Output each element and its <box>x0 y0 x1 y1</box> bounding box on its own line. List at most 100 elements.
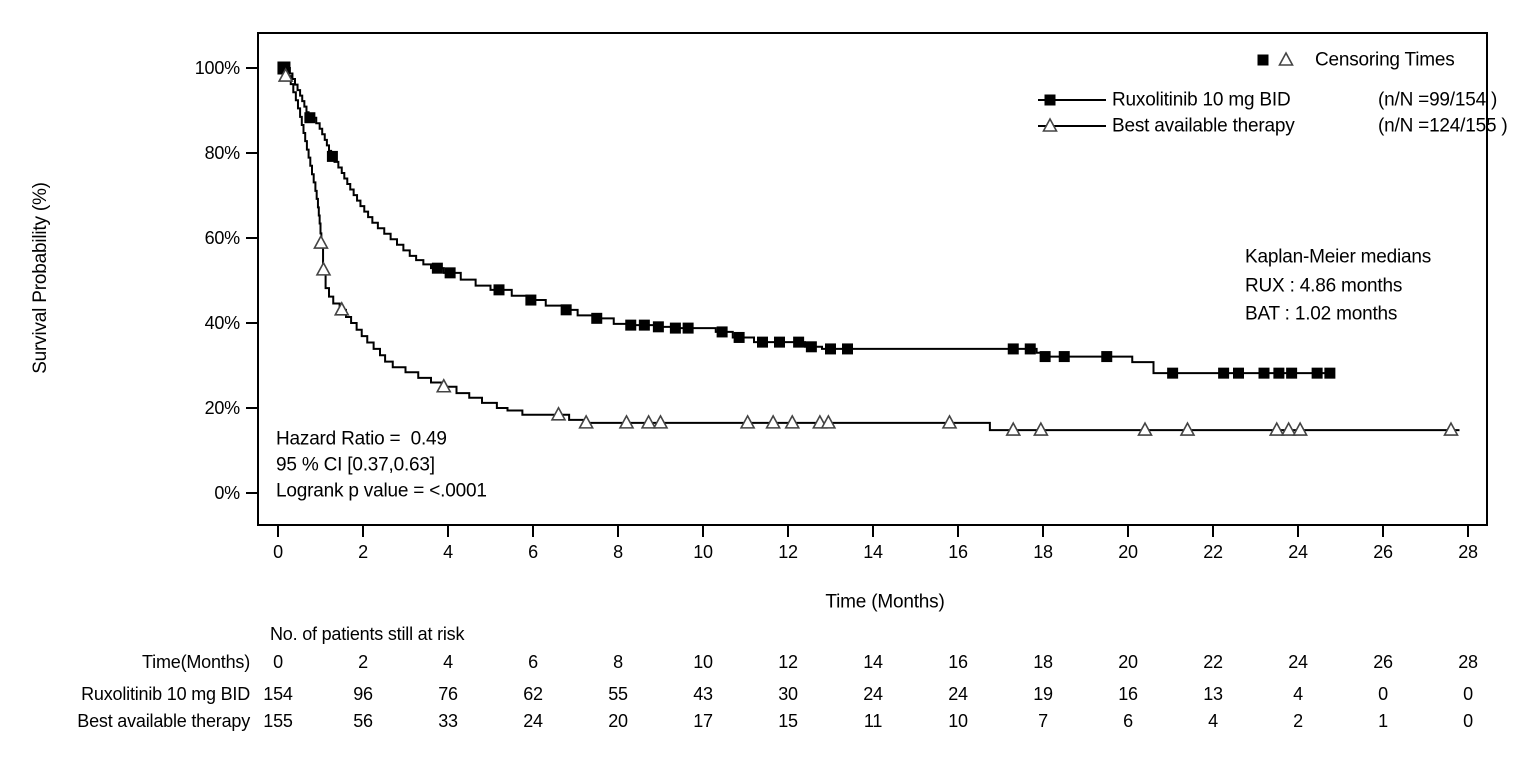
risk-table-title: No. of patients still at risk <box>270 624 465 644</box>
risk-count-value: 155 <box>263 711 293 731</box>
x-tick-label: 8 <box>613 542 623 562</box>
y-tick-label: 100% <box>195 58 240 78</box>
risk-time-value: 26 <box>1373 652 1393 672</box>
risk-count-value: 2 <box>1293 711 1303 731</box>
censor-square-marker <box>525 294 537 306</box>
risk-time-value: 22 <box>1203 652 1223 672</box>
censor-square-marker <box>716 326 728 338</box>
censor-square-marker <box>1024 343 1036 355</box>
risk-count-value: 55 <box>608 684 628 704</box>
risk-count-value: 33 <box>438 711 458 731</box>
censor-square-marker <box>625 319 637 331</box>
censor-triangle-marker <box>277 67 294 82</box>
risk-count-value: 24 <box>863 684 883 704</box>
risk-count-value: 56 <box>353 711 373 731</box>
legend-censor-triangle-icon <box>1278 51 1294 66</box>
x-tick-label: 0 <box>273 542 283 562</box>
risk-time-value: 4 <box>443 652 453 672</box>
censor-triangle-marker <box>1179 421 1196 436</box>
annotation-km-median-rux: RUX : 4.86 months <box>1245 276 1402 297</box>
censor-triangle-marker <box>333 301 350 316</box>
risk-time-value: 10 <box>693 652 713 672</box>
annotation-hazard-ratio: Hazard Ratio = 0.49 <box>276 429 447 450</box>
plot-dynamic-layer: 0 2 4 6 8 10 12 14 16 18 20 22 24 26 280%20%40%60%80%1… <box>195 51 1478 731</box>
censor-square-marker <box>757 336 768 348</box>
risk-count-value: 10 <box>948 711 968 731</box>
x-axis-title: Time (Months) <box>825 592 944 613</box>
censor-square-marker <box>1273 367 1285 379</box>
x-tick-label: 6 <box>528 542 538 562</box>
censor-square-marker <box>682 322 694 334</box>
censor-square-marker <box>1101 351 1113 363</box>
censor-triangle-marker <box>1443 421 1459 436</box>
legend-series-1-nN: (n/N =99/154 ) <box>1378 90 1497 111</box>
y-tick-label: 20% <box>205 398 241 418</box>
censor-square-marker <box>1039 351 1051 363</box>
censor-triangle-marker <box>739 414 756 429</box>
risk-table-row-1-label: Ruxolitinib 10 mg BID <box>81 684 250 704</box>
x-tick-label: 28 <box>1458 542 1478 562</box>
x-tick-label: 4 <box>443 542 453 562</box>
annotation-km-medians-title: Kaplan-Meier medians <box>1245 247 1431 268</box>
censor-triangle-marker <box>1280 421 1297 436</box>
x-tick-label: 12 <box>778 542 798 562</box>
risk-time-value: 16 <box>948 652 968 672</box>
censor-square-marker <box>444 267 456 279</box>
x-tick-label: 24 <box>1288 542 1308 562</box>
risk-count-value: 76 <box>438 684 458 704</box>
risk-count-value: 17 <box>693 711 713 731</box>
risk-count-value: 43 <box>693 684 713 704</box>
censor-square-marker <box>326 150 338 162</box>
legend-square-icon <box>1044 94 1056 106</box>
censor-square-marker <box>774 336 785 348</box>
censor-triangle-marker <box>820 414 837 429</box>
censor-square-marker <box>825 343 836 355</box>
risk-count-value: 0 <box>1463 684 1473 704</box>
censor-triangle-marker <box>652 414 669 429</box>
x-tick-label: 2 <box>358 542 368 562</box>
x-tick-label: 14 <box>863 542 883 562</box>
annotation-logrank: Logrank p value = <.0001 <box>276 481 487 502</box>
censor-triangle-marker <box>941 414 958 429</box>
risk-time-value: 12 <box>778 652 798 672</box>
censor-triangle-marker <box>578 414 594 429</box>
censor-square-marker <box>669 322 681 334</box>
y-tick-label: 80% <box>205 143 241 163</box>
y-tick-label: 0% <box>214 483 240 503</box>
risk-table-time-label: Time(Months) <box>142 652 250 672</box>
annotation-ci: 95 % CI [0.37,0.63] <box>276 455 435 476</box>
censor-triangle-marker <box>1005 421 1022 436</box>
risk-count-value: 1 <box>1378 711 1388 731</box>
censor-square-marker <box>1218 367 1230 379</box>
legend-censoring-label: Censoring Times <box>1315 50 1455 71</box>
risk-count-value: 4 <box>1208 711 1218 731</box>
y-tick-label: 40% <box>205 313 241 333</box>
censor-triangle-marker <box>618 414 635 429</box>
risk-time-value: 24 <box>1288 652 1308 672</box>
risk-time-value: 6 <box>528 652 538 672</box>
risk-count-value: 96 <box>353 684 373 704</box>
risk-time-value: 28 <box>1458 652 1478 672</box>
censor-square-marker <box>591 312 603 324</box>
censor-triangle-marker <box>435 378 452 393</box>
x-tick-label: 22 <box>1203 542 1223 562</box>
risk-table-row-2-label: Best available therapy <box>77 711 250 731</box>
censor-square-marker <box>1233 367 1244 379</box>
censor-triangle-marker <box>1033 421 1049 436</box>
risk-count-value: 30 <box>778 684 798 704</box>
censor-square-marker <box>304 112 316 124</box>
censor-square-marker <box>431 262 443 274</box>
risk-count-value: 6 <box>1123 711 1133 731</box>
risk-count-value: 0 <box>1463 711 1473 731</box>
km-step-curve-bat <box>278 67 1460 432</box>
risk-count-value: 20 <box>608 711 628 731</box>
censor-square-marker <box>638 319 650 331</box>
censor-triangle-marker <box>640 414 657 429</box>
censor-square-marker <box>1167 367 1179 379</box>
censor-square-marker <box>1007 343 1019 355</box>
x-tick-label: 16 <box>948 542 968 562</box>
censor-square-marker <box>733 331 745 343</box>
risk-count-value: 13 <box>1203 684 1223 704</box>
censor-square-marker <box>1324 367 1336 379</box>
